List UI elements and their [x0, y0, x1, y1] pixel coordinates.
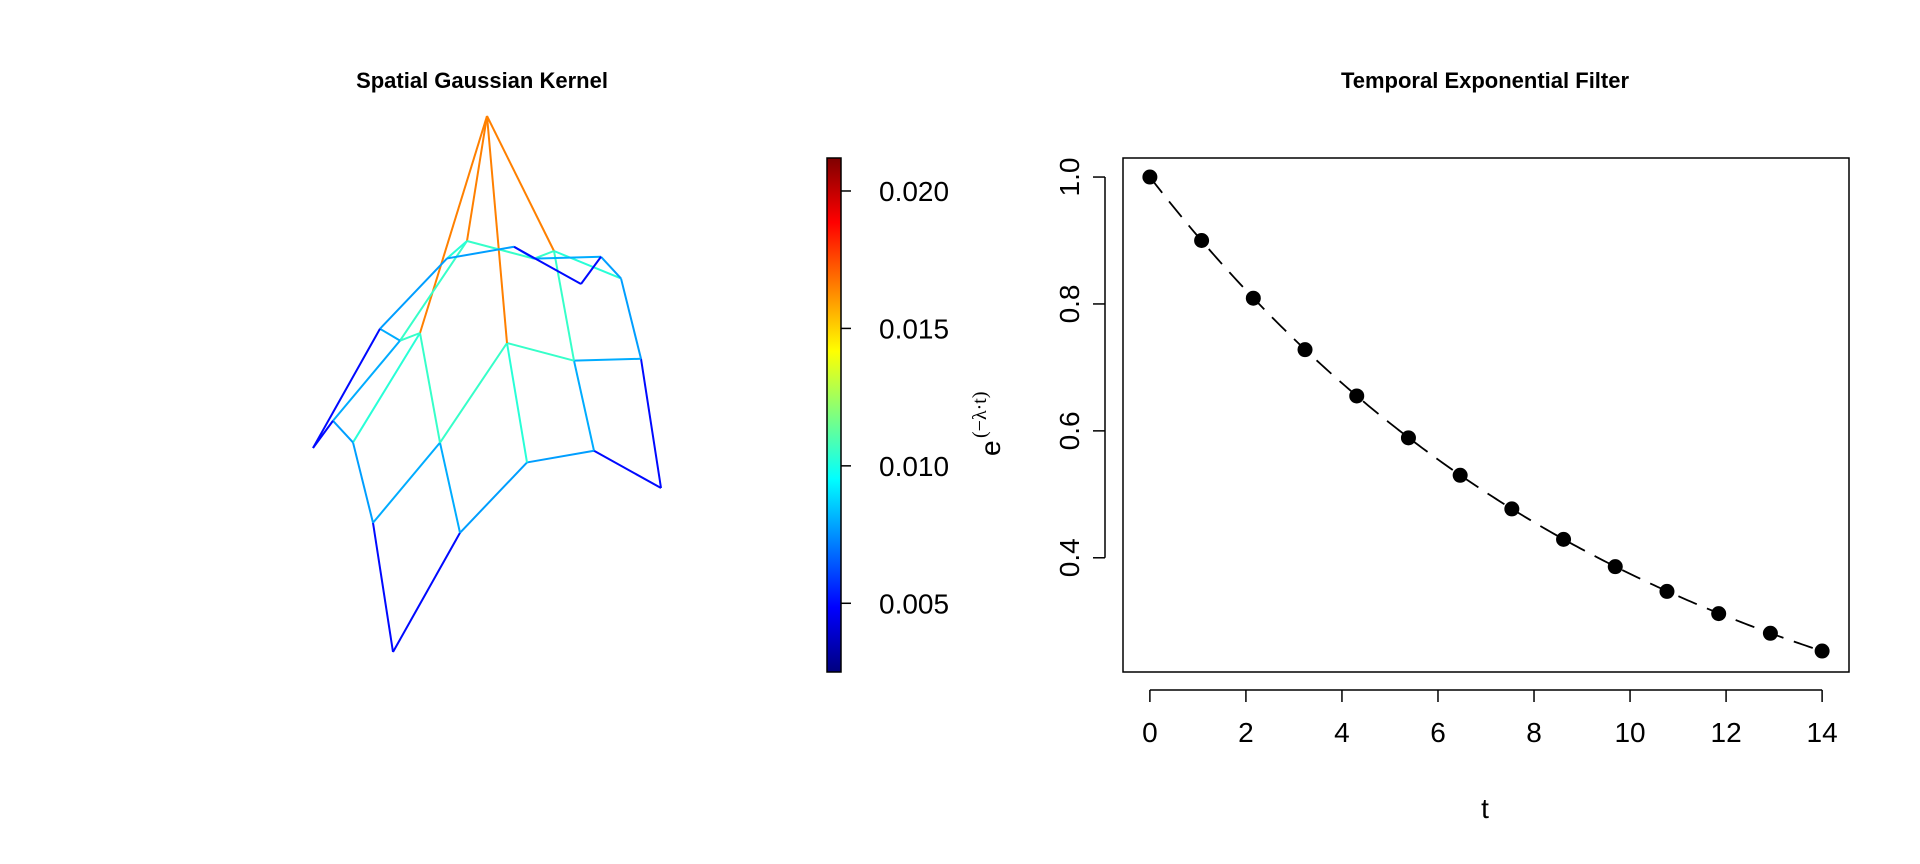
surface-edge [379, 257, 448, 330]
surface-edge [379, 327, 401, 342]
surface-edge [486, 115, 555, 252]
surface-edge [526, 449, 595, 464]
colorbar-ticks: 0.005 0.010 0.015 0.020 [841, 176, 949, 619]
y-tick-label: 0.4 [1054, 538, 1085, 577]
surface-edge [593, 449, 662, 489]
data-point [1194, 232, 1210, 248]
surface-edge [640, 358, 662, 489]
x-tick-label: 10 [1614, 717, 1645, 748]
y-axis: 0.4 0.6 0.8 1.0 [1054, 158, 1106, 577]
colorbar-tick-label: 0.005 [879, 588, 949, 619]
surface-edge [372, 522, 394, 653]
surface-edge [553, 250, 622, 280]
data-point [1711, 606, 1727, 622]
surface-edge [533, 250, 555, 260]
surface-panel: Spatial Gaussian Kernel [312, 68, 662, 653]
surface-edge [506, 342, 575, 362]
plot-frame [1122, 157, 1850, 673]
x-tick-label: 12 [1711, 717, 1742, 748]
data-point [1659, 583, 1675, 599]
data-point [1142, 169, 1158, 185]
surface-edge [620, 278, 642, 360]
x-tick-label: 6 [1430, 717, 1446, 748]
data-point [1504, 501, 1520, 517]
surface-edge [573, 360, 595, 451]
surface-edge [399, 332, 421, 342]
surface-edge [352, 332, 421, 443]
surface-edge [446, 245, 515, 260]
x-tick-label: 8 [1526, 717, 1542, 748]
x-tick-label: 2 [1238, 717, 1254, 748]
x-tick-label: 14 [1807, 717, 1838, 748]
surface-edge [439, 442, 461, 533]
surface-edge [580, 256, 602, 285]
surface-edge [372, 442, 441, 524]
surface-edge [446, 240, 468, 260]
data-point [1556, 531, 1572, 547]
series-points [1142, 169, 1830, 659]
line-panel: Temporal Exponential Filter 0 2 4 6 8 10 12 14 … [1054, 68, 1850, 824]
x-axis: 0 2 4 6 8 10 12 14 [1142, 689, 1838, 748]
x-tick-label: 0 [1142, 717, 1158, 748]
colorbar-gradient [826, 157, 842, 673]
colorbar-label-exponent: (−λ·t) [969, 391, 991, 438]
data-point [1297, 342, 1313, 358]
data-point [1400, 430, 1416, 446]
colorbar-tick-label: 0.020 [879, 176, 949, 207]
surface-edge [332, 420, 354, 444]
y-tick-label: 1.0 [1054, 158, 1085, 197]
surface-edge [332, 340, 401, 422]
colorbar-tick-label: 0.010 [879, 451, 949, 482]
data-point [1814, 643, 1830, 659]
colorbar-label-base: e [975, 440, 1006, 456]
line-title: Temporal Exponential Filter [1341, 68, 1630, 93]
surface-edge [553, 250, 575, 361]
colorbar-tick-label: 0.015 [879, 313, 949, 344]
surface-edge [352, 442, 374, 524]
surface-wireframe [312, 115, 662, 653]
surface-edge [600, 256, 622, 280]
surface-edge [419, 332, 441, 443]
surface-edge [466, 115, 488, 242]
colorbar-label: e (−λ·t) [969, 391, 1006, 456]
data-point [1452, 467, 1468, 483]
surface-edge [513, 245, 582, 285]
surface-edge [506, 342, 528, 463]
surface-edge [459, 461, 528, 534]
surface-edge [486, 115, 508, 344]
x-tick-label: 4 [1334, 717, 1350, 748]
data-point [1245, 290, 1261, 306]
data-point [1607, 559, 1623, 575]
surface-edge [312, 328, 381, 449]
data-point [1349, 388, 1365, 404]
series-line [1149, 176, 1823, 652]
colorbar: 0.005 0.010 0.015 0.020 e (−λ·t) [826, 157, 1006, 673]
surface-edge [419, 115, 488, 334]
surface-edge [533, 255, 602, 260]
x-axis-title: t [1481, 793, 1489, 824]
y-tick-label: 0.6 [1054, 411, 1085, 450]
surface-edge [392, 532, 461, 653]
y-tick-label: 0.8 [1054, 284, 1085, 323]
surface-edge [573, 357, 642, 362]
surface-title: Spatial Gaussian Kernel [356, 68, 608, 93]
data-point [1762, 625, 1778, 641]
surface-edge [439, 342, 508, 444]
